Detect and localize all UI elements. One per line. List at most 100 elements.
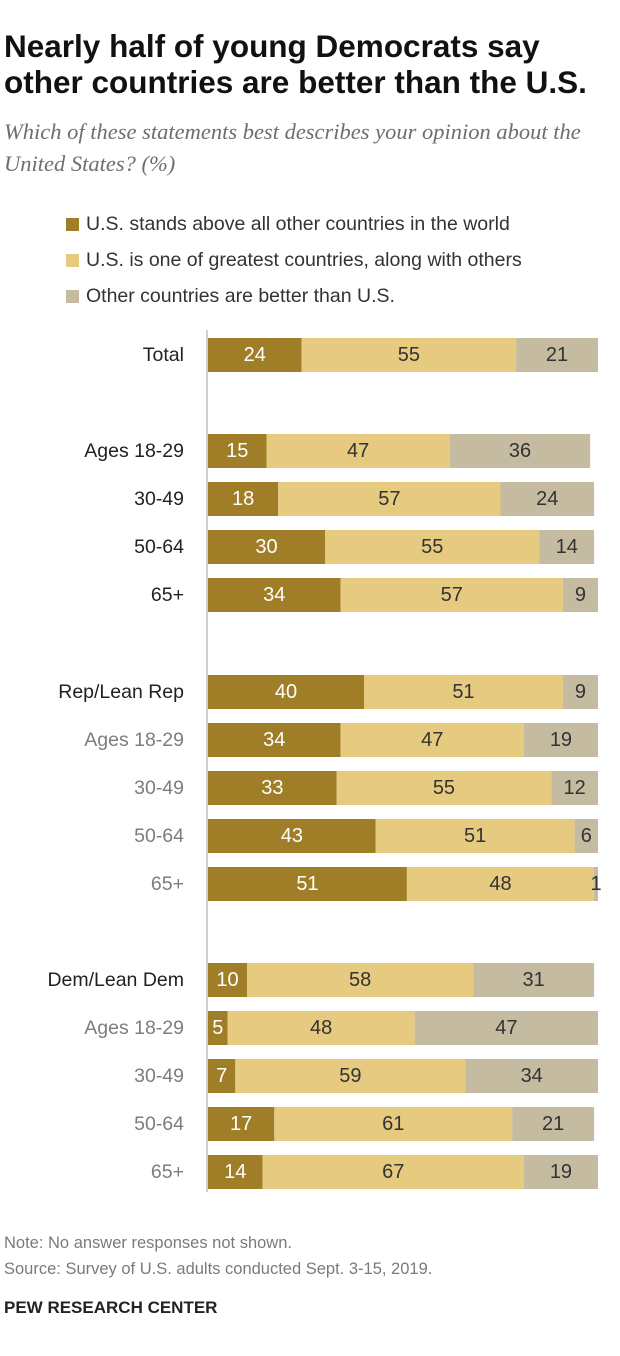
bar-segment-row-4-series-0 xyxy=(208,578,341,612)
category-label-10-dem-lean-dem: Dem/Lean Dem xyxy=(47,969,184,991)
bar-segment-row-7-series-2 xyxy=(551,771,598,805)
bar-segment-row-4-series-1 xyxy=(340,578,563,612)
bar-segment-row-2-series-0 xyxy=(208,482,279,516)
bar-segment-row-10-series-2 xyxy=(473,963,595,997)
data-label-row-8-series-2: 6 xyxy=(581,825,592,847)
data-label-row-10-series-0: 10 xyxy=(216,969,238,991)
bar-segment-row-9-series-0 xyxy=(208,867,407,901)
legend-swatch-above-all xyxy=(66,217,79,231)
bar-segment-row-14-series-0 xyxy=(208,1155,263,1189)
legend-item-one-of-greatest: U.S. is one of greatest countries, along… xyxy=(66,242,616,278)
bar-segment-row-12-series-1 xyxy=(235,1059,466,1093)
bar-segment-row-4-series-2 xyxy=(562,578,598,612)
bar-segment-row-0-series-1 xyxy=(301,338,517,372)
data-label-row-13-series-2: 21 xyxy=(542,1113,564,1135)
bar-segment-row-1-series-2 xyxy=(449,434,591,468)
data-label-row-1-series-0: 15 xyxy=(226,440,248,462)
bar-segment-row-11-series-0 xyxy=(208,1011,228,1045)
data-label-row-7-series-1: 55 xyxy=(433,777,455,799)
chart-title: Nearly half of young Democrats say other… xyxy=(4,28,587,100)
legend-swatch-one-of-greatest xyxy=(66,253,79,267)
data-label-row-0-series-0: 24 xyxy=(244,344,266,366)
bar-segment-row-3-series-1 xyxy=(325,530,540,564)
chart-axis-line xyxy=(206,330,208,1192)
data-label-row-3-series-1: 55 xyxy=(421,536,443,558)
bar-segment-row-12-series-0 xyxy=(208,1059,236,1093)
data-label-row-4-series-2: 9 xyxy=(575,584,586,606)
data-label-row-14-series-0: 14 xyxy=(224,1161,246,1183)
data-label-row-10-series-2: 31 xyxy=(523,969,545,991)
data-label-row-10-series-1: 58 xyxy=(349,969,371,991)
data-label-row-4-series-1: 57 xyxy=(441,584,463,606)
bar-segment-row-0-series-2 xyxy=(516,338,598,372)
bar-segment-row-5-series-0 xyxy=(208,675,364,709)
data-label-row-11-series-2: 47 xyxy=(495,1017,517,1039)
data-label-row-8-series-1: 51 xyxy=(464,825,486,847)
data-label-row-1-series-1: 47 xyxy=(347,440,369,462)
data-label-row-12-series-1: 59 xyxy=(339,1065,361,1087)
data-label-row-9-series-2: 1 xyxy=(590,873,601,895)
data-label-row-8-series-0: 43 xyxy=(281,825,303,847)
category-label-12-30-49: 30-49 xyxy=(134,1065,184,1087)
data-label-row-13-series-0: 17 xyxy=(230,1113,252,1135)
data-label-row-0-series-1: 55 xyxy=(398,344,420,366)
bar-segment-row-1-series-0 xyxy=(208,434,267,468)
bar-segment-row-7-series-1 xyxy=(336,771,552,805)
data-label-row-5-series-1: 51 xyxy=(452,681,474,703)
data-label-row-2-series-0: 18 xyxy=(232,488,254,510)
data-label-row-13-series-1: 61 xyxy=(382,1113,404,1135)
bar-segment-row-6-series-2 xyxy=(523,723,598,757)
data-label-row-14-series-1: 67 xyxy=(382,1161,404,1183)
bar-segment-row-6-series-0 xyxy=(208,723,341,757)
data-label-row-4-series-0: 34 xyxy=(263,584,285,606)
legend-swatch-others-better xyxy=(66,289,79,303)
bar-segment-row-5-series-2 xyxy=(562,675,598,709)
bar-segment-row-3-series-2 xyxy=(539,530,595,564)
data-label-row-1-series-2: 36 xyxy=(509,440,531,462)
data-label-row-6-series-0: 34 xyxy=(263,729,285,751)
data-label-row-5-series-0: 40 xyxy=(275,681,297,703)
bar-segment-row-0-series-0 xyxy=(208,338,302,372)
bar-segment-row-6-series-1 xyxy=(340,723,524,757)
data-label-row-2-series-1: 57 xyxy=(378,488,400,510)
chart-source: Source: Survey of U.S. adults conducted … xyxy=(4,1260,433,1278)
data-label-row-7-series-2: 12 xyxy=(563,777,585,799)
bar-segment-row-13-series-0 xyxy=(208,1107,275,1141)
category-label-8-50-64: 50-64 xyxy=(134,825,184,847)
brand-logo-text: PEW RESEARCH CENTER xyxy=(4,1298,218,1317)
chart-note: Note: No answer responses not shown. xyxy=(4,1234,292,1252)
bar-segment-row-2-series-2 xyxy=(500,482,595,516)
bar-segment-row-11-series-2 xyxy=(414,1011,598,1045)
category-label-9-65: 65+ xyxy=(151,873,184,895)
bar-segment-row-13-series-1 xyxy=(274,1107,513,1141)
data-label-row-7-series-0: 33 xyxy=(261,777,283,799)
category-label-3-50-64: 50-64 xyxy=(134,536,184,558)
bar-segment-row-9-series-2 xyxy=(594,867,598,901)
bar-segment-row-8-series-2 xyxy=(574,819,598,853)
bar-segment-row-14-series-2 xyxy=(523,1155,598,1189)
data-label-row-11-series-0: 5 xyxy=(212,1017,223,1039)
data-label-row-0-series-2: 21 xyxy=(546,344,568,366)
legend-label-one-of-greatest: U.S. is one of greatest countries, along… xyxy=(86,248,522,271)
bar-segment-row-9-series-1 xyxy=(406,867,595,901)
bar-segment-row-8-series-0 xyxy=(208,819,376,853)
bar-segment-row-5-series-1 xyxy=(364,675,563,709)
category-label-1-ages-18-29: Ages 18-29 xyxy=(84,440,184,462)
bar-segment-row-13-series-2 xyxy=(512,1107,595,1141)
bar-segment-row-3-series-0 xyxy=(208,530,325,564)
legend-item-above-all: U.S. stands above all other countries in… xyxy=(66,206,616,242)
data-label-row-9-series-1: 48 xyxy=(489,873,511,895)
legend: U.S. stands above all other countries in… xyxy=(66,206,616,314)
data-label-row-14-series-2: 19 xyxy=(550,1161,572,1183)
data-label-row-6-series-2: 19 xyxy=(550,729,572,751)
bar-segment-row-8-series-1 xyxy=(375,819,575,853)
category-label-7-30-49: 30-49 xyxy=(134,777,184,799)
bar-segment-row-10-series-1 xyxy=(247,963,474,997)
bar-segment-row-10-series-0 xyxy=(208,963,247,997)
category-label-11-ages-18-29: Ages 18-29 xyxy=(84,1017,184,1039)
category-label-4-65: 65+ xyxy=(151,584,184,606)
data-label-row-11-series-1: 48 xyxy=(310,1017,332,1039)
bar-segment-row-2-series-1 xyxy=(278,482,501,516)
category-label-13-50-64: 50-64 xyxy=(134,1113,184,1135)
